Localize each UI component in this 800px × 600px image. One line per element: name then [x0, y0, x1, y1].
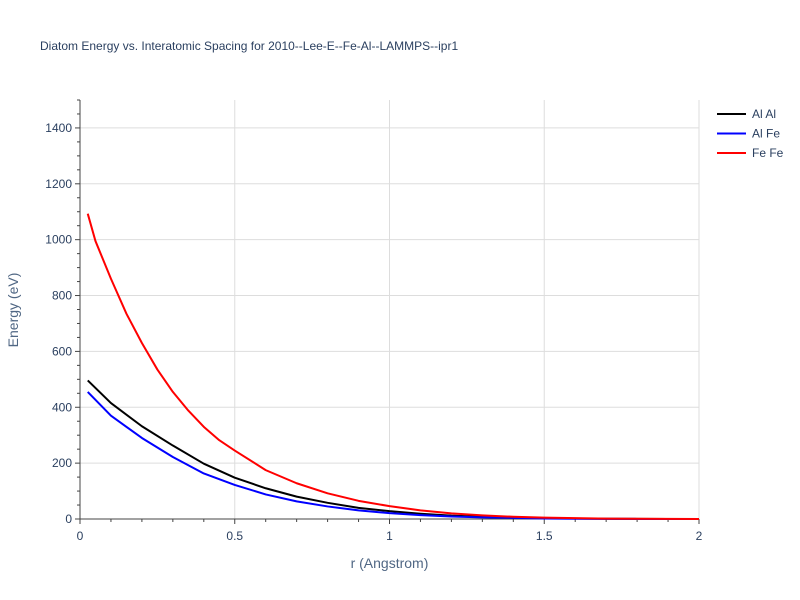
legend: Al Al Al Fe Fe Fe — [717, 107, 784, 160]
x-tick-label: 1.5 — [536, 529, 553, 543]
y-tick-label: 1200 — [45, 177, 72, 191]
y-tick-label: 1400 — [45, 121, 72, 135]
y-tick-label: 800 — [52, 289, 72, 303]
legend-label: Fe Fe — [752, 146, 784, 160]
y-axis-title: Energy (eV) — [5, 273, 21, 348]
x-tick-label: 0 — [77, 529, 84, 543]
x-axis-title: r (Angstrom) — [351, 555, 429, 571]
tick-labels: 0 200 400 600 800 1000 1200 1400 0 0.5 1 1.5 2 — [45, 121, 702, 543]
x-tick-label: 0.5 — [226, 529, 243, 543]
grid — [80, 100, 700, 519]
series-line-fe-fe — [86, 213, 700, 520]
y-tick-label: 600 — [52, 344, 72, 358]
chart-title: Diatom Energy vs. Interatomic Spacing fo… — [40, 39, 458, 53]
series-lines — [86, 213, 700, 520]
x-tick-label: 1 — [386, 529, 393, 543]
legend-label: Al Al — [752, 107, 776, 121]
legend-label: Al Fe — [752, 127, 780, 141]
y-tick-label: 200 — [52, 456, 72, 470]
y-tick-label: 0 — [65, 512, 72, 526]
y-tick-label: 400 — [52, 400, 72, 414]
x-tick-label: 2 — [696, 529, 703, 543]
y-tick-label: 1000 — [45, 233, 72, 247]
